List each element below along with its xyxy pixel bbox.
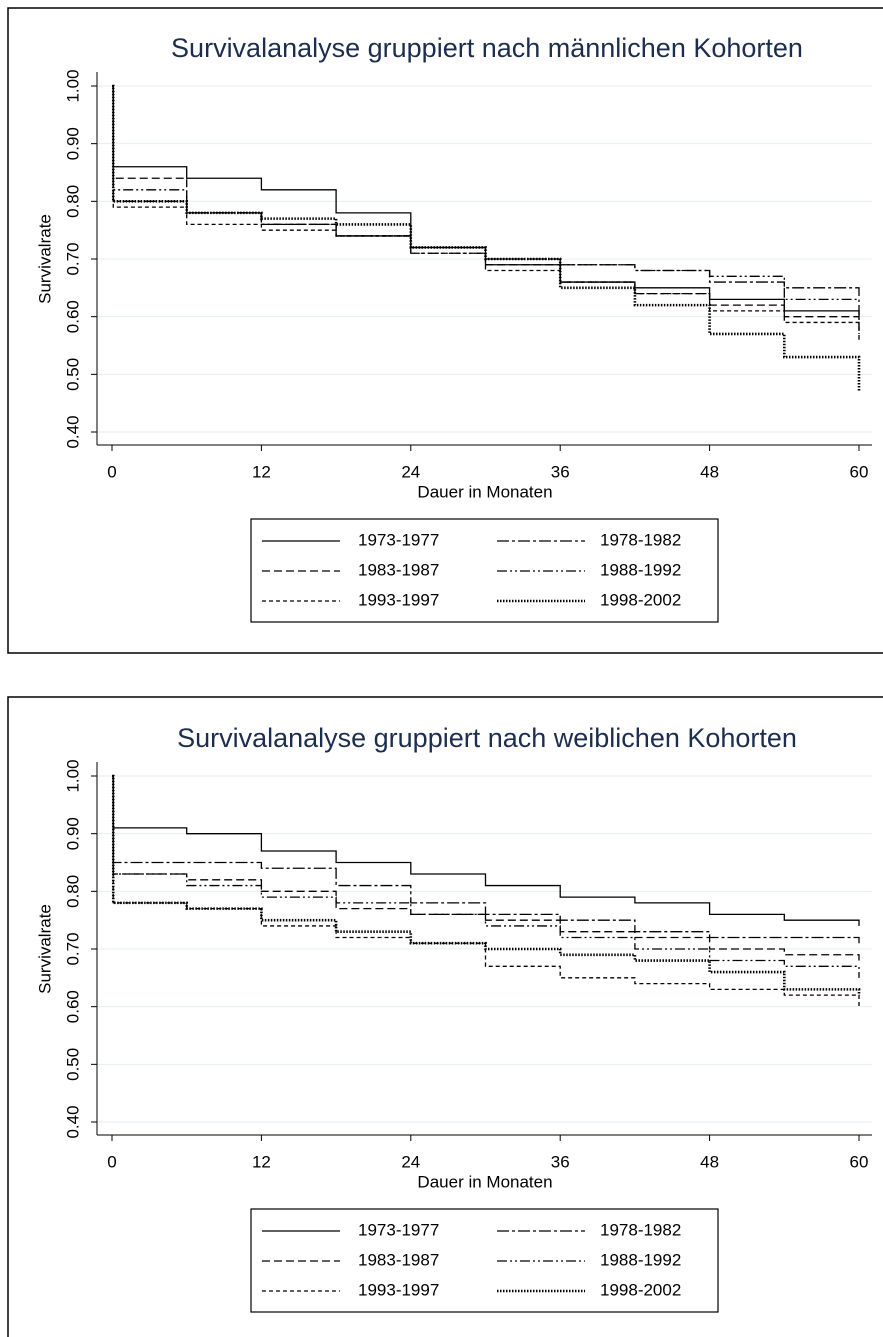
x-tick-label: 12	[252, 462, 271, 481]
y-tick-label: 1.00	[63, 759, 82, 792]
y-tick-label: 0.60	[63, 990, 82, 1023]
y-tick-label: 0.70	[63, 242, 82, 275]
survival-curve	[112, 85, 860, 329]
legend-label: 1978-1982	[600, 530, 681, 549]
legend-label: 1978-1982	[600, 1220, 681, 1239]
y-tick-label: 0.50	[63, 1048, 82, 1081]
y-tick-label: 0.80	[63, 875, 82, 908]
y-tick-label: 0.80	[63, 185, 82, 218]
y-axis-label: Survivalrate	[35, 904, 54, 994]
survival-curve	[112, 775, 860, 978]
x-tick-label: 12	[252, 1152, 271, 1171]
survival-curve	[112, 775, 860, 926]
x-tick-label: 0	[107, 1152, 116, 1171]
legend-label: 1993-1997	[358, 1280, 439, 1299]
legend-label: 1998-2002	[600, 1280, 681, 1299]
survival-curve	[112, 775, 860, 961]
chart-title: Survivalanalyse gruppiert nach männliche…	[171, 33, 803, 63]
x-tick-label: 24	[401, 1152, 420, 1171]
x-tick-label: 36	[551, 1152, 570, 1171]
legend-label: 1983-1987	[358, 560, 439, 579]
legend-label: 1988-1992	[600, 560, 681, 579]
y-tick-label: 0.40	[63, 1105, 82, 1138]
x-tick-label: 60	[850, 462, 869, 481]
legend-label: 1993-1997	[358, 590, 439, 609]
y-axis-label: Survivalrate	[35, 214, 54, 304]
x-tick-label: 24	[401, 462, 420, 481]
y-tick-label: 0.90	[63, 127, 82, 160]
chart-title: Survivalanalyse gruppiert nach weibliche…	[177, 723, 797, 753]
y-tick-label: 0.90	[63, 817, 82, 850]
y-tick-label: 0.60	[63, 300, 82, 333]
y-tick-label: 0.40	[63, 415, 82, 448]
survival-curve	[111, 84, 861, 392]
x-tick-label: 0	[107, 462, 116, 481]
y-tick-label: 1.00	[63, 69, 82, 102]
x-tick-label: 48	[700, 1152, 719, 1171]
x-tick-label: 36	[551, 462, 570, 481]
y-tick-label: 0.70	[63, 932, 82, 965]
chart-frame	[7, 7, 883, 1337]
legend-label: 1983-1987	[358, 1250, 439, 1269]
x-axis-label: Dauer in Monaten	[417, 1172, 552, 1191]
y-tick-label: 0.50	[63, 358, 82, 391]
legend-label: 1973-1977	[358, 530, 439, 549]
survival-curve	[111, 774, 861, 996]
x-tick-label: 60	[850, 1152, 869, 1171]
x-axis-label: Dauer in Monaten	[417, 482, 552, 501]
x-tick-label: 48	[700, 462, 719, 481]
survival-curve	[112, 85, 860, 334]
legend-label: 1973-1977	[358, 1220, 439, 1239]
legend-label: 1998-2002	[600, 590, 681, 609]
legend-label: 1988-1992	[600, 1250, 681, 1269]
survival-curve	[112, 775, 860, 944]
